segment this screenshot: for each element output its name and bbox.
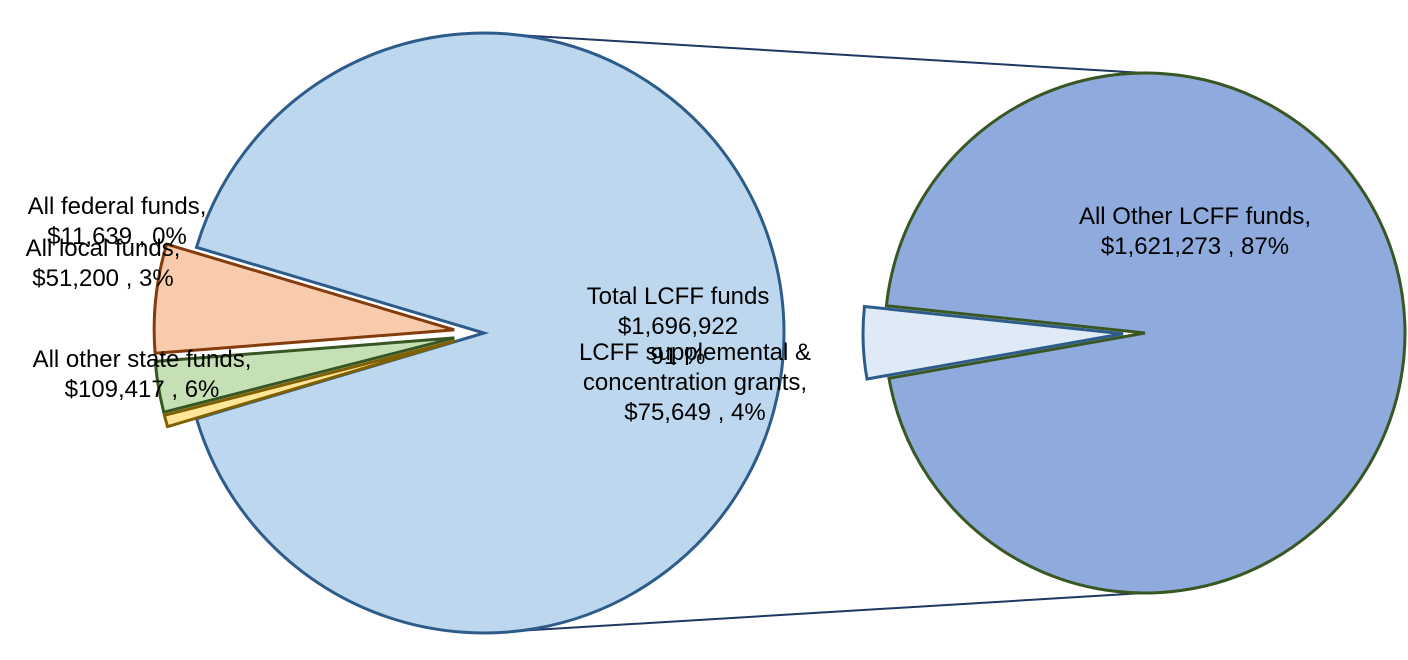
slice-all-federal-funds	[162, 339, 456, 429]
data-label-state-funds: All other state funds, $109,417 , 6%	[33, 346, 252, 403]
slice-all-local-funds	[153, 336, 455, 415]
data-label-other-lcff-funds: All Other LCFF funds, $1,621,273 , 87%	[1079, 203, 1311, 260]
slice-all-other-lcff-funds	[884, 71, 1407, 595]
slice-total-lcff-funds	[194, 31, 786, 635]
data-label-local-funds: All local funds, $51,200 , 3%	[26, 235, 181, 292]
data-label-supplemental-grants: LCFF supplemental & concentration grants,…	[579, 339, 811, 426]
connector-line-bottom	[483, 592, 1146, 634]
slice-lcff-supplemental-concentration-grants	[861, 304, 1124, 381]
data-label-total-lcff-funds: Total LCFF funds $1,696,922 91 %	[587, 283, 770, 370]
data-label-federal-funds: All federal funds, $11,639 , 0%	[28, 193, 207, 250]
connector-line-top	[483, 32, 1146, 74]
slice-all-other-state-funds	[152, 242, 455, 355]
